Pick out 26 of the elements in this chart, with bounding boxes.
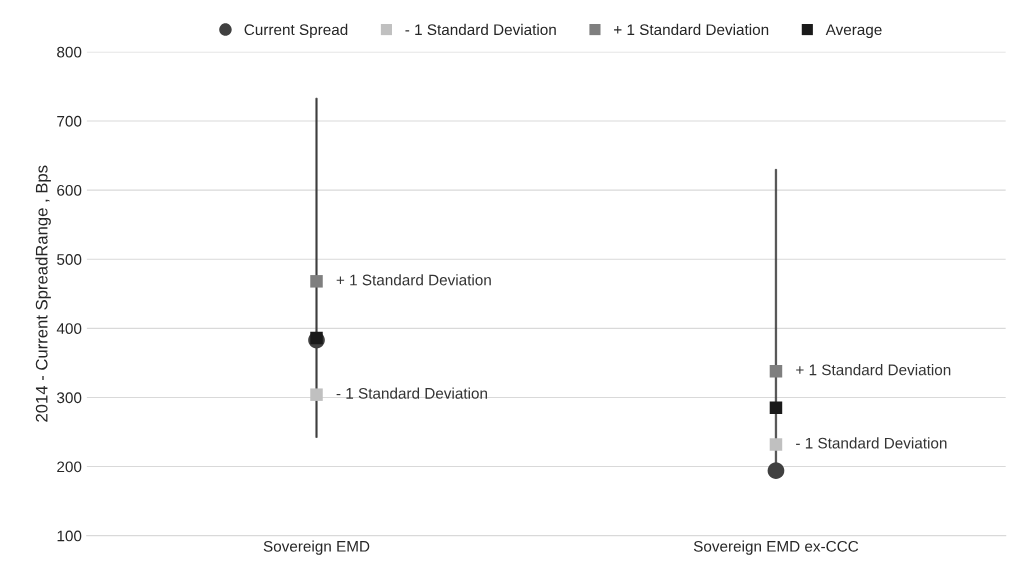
y-tick-label: 500 [57, 254, 82, 265]
point [769, 364, 783, 378]
y-tick-label: 200 [57, 461, 82, 473]
legend-label: + 1 Standard Deviation [614, 23, 769, 36]
legend-label: - 1 Standard Deviation [405, 23, 556, 36]
x-tick-label: Sovereign EMD [263, 540, 370, 555]
annotation: - 1 Standard Deviation [796, 437, 947, 449]
y-tick-label: 100 [57, 530, 82, 542]
legend-label: Current Spread [244, 23, 348, 39]
y-tick-label: 300 [57, 392, 82, 404]
point [769, 438, 783, 451]
point [310, 275, 323, 288]
point [769, 401, 783, 415]
annotation: + 1 Standard Deviation [796, 364, 951, 376]
annotation: + 1 Standard Deviation [336, 274, 491, 286]
point [310, 388, 323, 401]
legend-label: Average [825, 24, 882, 39]
x-tick-label: Sovereign EMD ex-CCC [693, 540, 859, 555]
y-tick-label: 700 [57, 115, 82, 127]
y-axis-title: 2014 - Current SpreadRange , Bps [35, 165, 51, 422]
y-tick-label: 400 [56, 323, 82, 335]
point [767, 462, 785, 480]
y-tick-label: 800 [57, 46, 82, 58]
y-tick-label: 600 [57, 184, 82, 196]
point [310, 331, 323, 345]
annotation: - 1 Standard Deviation [336, 387, 487, 399]
